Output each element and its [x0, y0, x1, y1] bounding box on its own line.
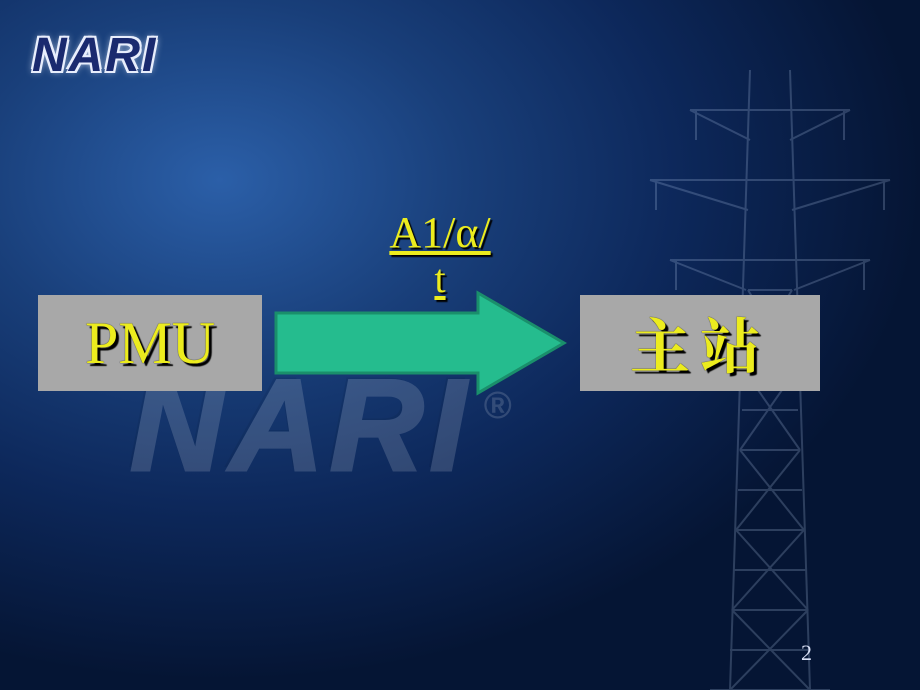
node-master-label: 主站: [630, 300, 770, 386]
edge-label-line1: A1/α/: [389, 208, 490, 257]
pmu-flow-diagram: PMU A1/α/ t 主站: [38, 215, 888, 415]
nari-logo: NARI: [32, 28, 157, 83]
page-number: 2: [801, 640, 812, 666]
node-master: 主站: [580, 295, 820, 391]
node-pmu-label: PMU: [85, 309, 215, 378]
node-pmu: PMU: [38, 295, 262, 391]
edge-label: A1/α/ t: [330, 209, 550, 301]
arrow-shape: [276, 293, 564, 393]
arrow-icon: [272, 289, 568, 397]
